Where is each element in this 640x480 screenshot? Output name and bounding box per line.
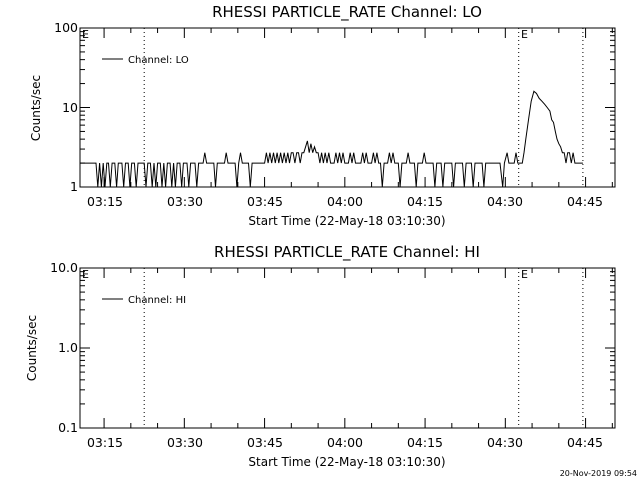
chart-panel-lo: RHESSI PARTICLE_RATE Channel: LO 1 10 10… — [29, 3, 616, 228]
y-axis-label-hi: Counts/sec — [25, 315, 39, 381]
x-tick-label-hi-0445: 04:45 — [567, 435, 603, 450]
y-tick-label-hi-0-1: 0.1 — [58, 420, 78, 435]
x-tick-label-lo-0430: 04:30 — [487, 194, 523, 209]
y-tick-label-hi-10-0: 10.0 — [50, 260, 78, 275]
x-axis-label-lo: Start Time (22-May-18 03:10:30) — [248, 214, 445, 228]
legend-label-lo: Channel: LO — [128, 55, 189, 66]
x-tick-label-lo-0400: 04:00 — [327, 194, 363, 209]
x-tick-label-hi-0415: 04:15 — [407, 435, 443, 450]
y-axis-label-lo: Counts/sec — [29, 75, 43, 141]
plot-marks-lo — [80, 27, 615, 188]
y-ticks-lo: 1 10 100 — [54, 20, 78, 194]
x-ticks-hi: 03:15 03:30 03:45 04:00 04:15 04:30 04:4… — [87, 435, 603, 450]
event-marker-hi-1: E — [521, 268, 528, 281]
x-tick-label-lo-0315: 03:15 — [87, 194, 123, 209]
y-tick-label-lo-10: 10 — [62, 100, 78, 115]
x-axis-label-hi: Start Time (22-May-18 03:10:30) — [248, 455, 445, 469]
chart-title-lo: RHESSI PARTICLE_RATE Channel: LO — [212, 3, 482, 22]
legend-hi: Channel: HI — [102, 295, 186, 306]
chart-title-hi: RHESSI PARTICLE_RATE Channel: HI — [214, 243, 480, 262]
footer-timestamp: 20-Nov-2019 09:54 — [560, 469, 637, 478]
x-tick-label-lo-0445: 04:45 — [567, 194, 603, 209]
x-tick-label-hi-0430: 04:30 — [487, 435, 523, 450]
x-tick-label-hi-0400: 04:00 — [327, 435, 363, 450]
x-ticks-lo: 03:15 03:30 03:45 04:00 04:15 04:30 04:4… — [87, 194, 603, 209]
event-marker-lo-0: E — [82, 28, 89, 41]
event-marker-hi-0: E — [82, 268, 89, 281]
y-tick-label-lo-1: 1 — [70, 179, 78, 194]
x-tick-label-lo-0415: 04:15 — [407, 194, 443, 209]
event-marker-lo-1: E — [521, 28, 528, 41]
y-tick-label-lo-100: 100 — [54, 20, 78, 35]
plot-frame-hi — [79, 267, 616, 429]
x-tick-label-hi-0330: 03:30 — [167, 435, 203, 450]
x-tick-label-lo-0330: 03:30 — [167, 194, 203, 209]
legend-label-hi: Channel: HI — [128, 295, 186, 306]
series-line-lo-0 — [80, 90, 583, 188]
y-ticks-hi: 0.1 1.0 10.0 — [50, 260, 78, 435]
legend-lo: Channel: LO — [102, 55, 189, 66]
plot-marks-hi — [80, 267, 615, 429]
y-tick-label-hi-1-0: 1.0 — [58, 340, 78, 355]
x-tick-label-hi-0345: 03:45 — [247, 435, 283, 450]
x-tick-label-hi-0315: 03:15 — [87, 435, 123, 450]
chart-panel-hi: RHESSI PARTICLE_RATE Channel: HI 0.1 1.0… — [25, 243, 616, 469]
x-tick-label-lo-0345: 03:45 — [247, 194, 283, 209]
